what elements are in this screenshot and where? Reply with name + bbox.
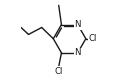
- Text: N: N: [74, 48, 81, 57]
- Text: Cl: Cl: [89, 34, 97, 43]
- Text: Cl: Cl: [55, 67, 63, 76]
- Text: N: N: [74, 20, 81, 29]
